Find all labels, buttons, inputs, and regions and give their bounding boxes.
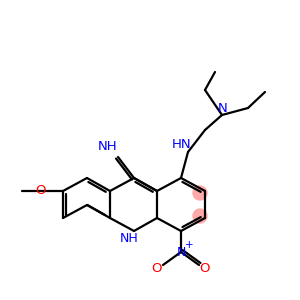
- Circle shape: [193, 186, 207, 200]
- Text: N: N: [176, 245, 186, 259]
- Text: O: O: [35, 184, 45, 197]
- Text: O: O: [151, 262, 161, 275]
- Text: N: N: [218, 101, 228, 115]
- Circle shape: [193, 209, 207, 223]
- Text: NH: NH: [98, 140, 118, 154]
- Text: HN: HN: [172, 137, 192, 151]
- Text: +: +: [185, 240, 193, 250]
- Text: O: O: [199, 262, 209, 275]
- Text: NH: NH: [120, 232, 138, 245]
